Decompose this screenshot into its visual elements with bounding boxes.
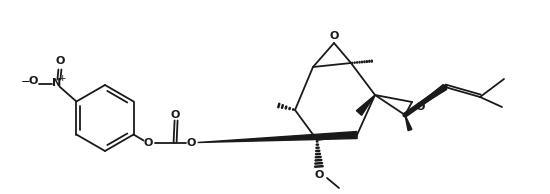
Text: O: O [56,55,65,66]
Polygon shape [197,132,357,143]
Polygon shape [405,115,412,131]
Text: O: O [29,76,38,87]
Text: O: O [415,102,425,112]
Text: O: O [314,170,324,180]
Text: O: O [187,138,196,147]
Text: −: − [20,75,30,88]
Text: O: O [329,31,339,41]
Text: N: N [52,79,61,88]
Polygon shape [405,85,447,115]
Text: +: + [58,74,65,83]
Polygon shape [356,95,375,115]
Text: O: O [171,109,180,120]
Text: O: O [144,138,153,147]
